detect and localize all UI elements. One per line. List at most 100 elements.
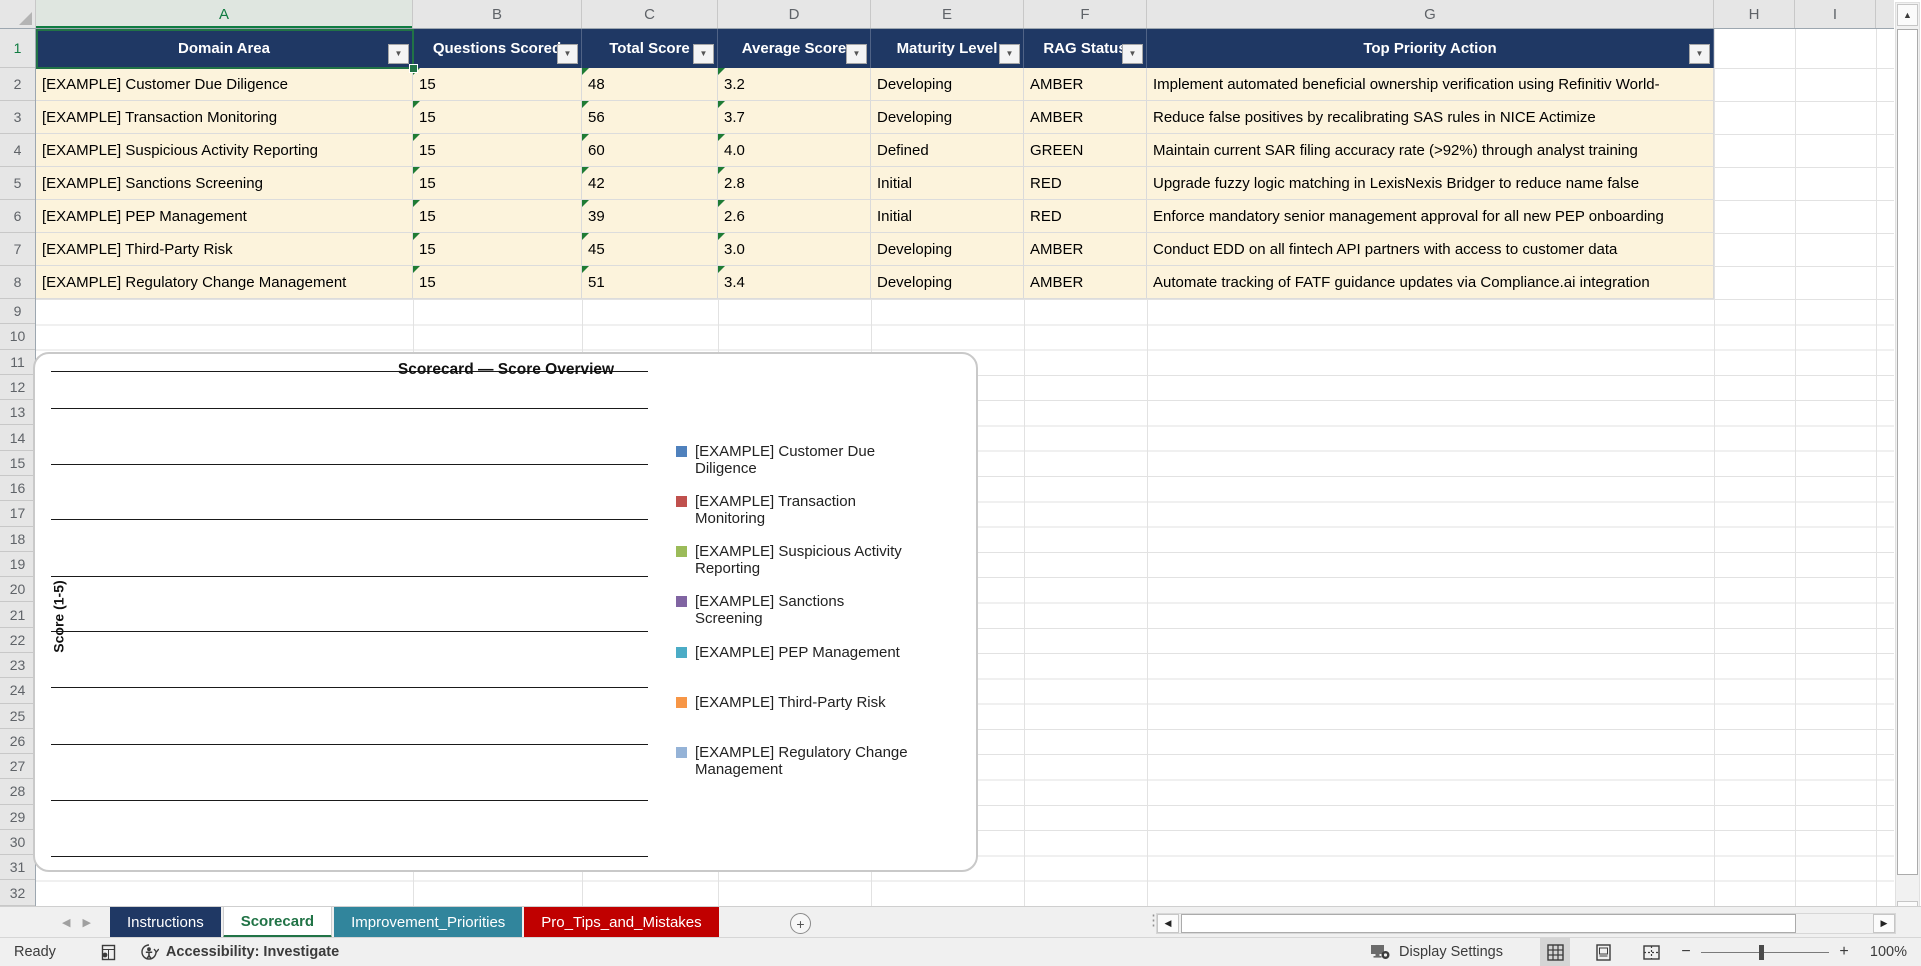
- cell-action[interactable]: Reduce false positives by recalibrating …: [1147, 101, 1714, 133]
- column-header-i[interactable]: I: [1795, 0, 1876, 28]
- tab-pro-tips-and-mistakes[interactable]: Pro_Tips_and_Mistakes: [524, 907, 719, 938]
- row-header-23[interactable]: 23: [0, 653, 35, 679]
- cell-questions[interactable]: 15: [413, 134, 582, 166]
- row-header-12[interactable]: 12: [0, 375, 35, 401]
- tab-scroll-right-icon[interactable]: [82, 916, 90, 929]
- zoom-in-button[interactable]: [1833, 943, 1855, 961]
- cell-rag[interactable]: AMBER: [1024, 266, 1147, 298]
- tab-scorecard[interactable]: Scorecard: [222, 907, 333, 938]
- filter-dropdown-icon[interactable]: [999, 44, 1020, 64]
- cell-average[interactable]: 3.0: [718, 233, 871, 265]
- cell-average[interactable]: 3.4: [718, 266, 871, 298]
- row-header-27[interactable]: 27: [0, 754, 35, 780]
- row-header-30[interactable]: 30: [0, 830, 35, 856]
- cell-questions[interactable]: 15: [413, 266, 582, 298]
- cell-maturity[interactable]: Developing: [871, 68, 1024, 100]
- column-header-g[interactable]: G: [1147, 0, 1714, 28]
- row-header-22[interactable]: 22: [0, 628, 35, 653]
- column-header-c[interactable]: C: [582, 0, 718, 28]
- cell-total[interactable]: 39: [582, 200, 718, 232]
- cell-domain[interactable]: [EXAMPLE] PEP Management: [36, 200, 413, 232]
- cell-total[interactable]: 42: [582, 167, 718, 199]
- scroll-left-icon[interactable]: [1157, 914, 1179, 933]
- cell-maturity[interactable]: Defined: [871, 134, 1024, 166]
- row-header-21[interactable]: 21: [0, 602, 35, 628]
- header-cell-maturity-level[interactable]: Maturity Level: [871, 29, 1024, 68]
- cell-average[interactable]: 4.0: [718, 134, 871, 166]
- row-header-24[interactable]: 24: [0, 678, 35, 704]
- filter-dropdown-icon[interactable]: [1689, 44, 1710, 64]
- legend-item[interactable]: [EXAMPLE] Transaction Monitoring: [676, 493, 911, 527]
- cell-average[interactable]: 3.2: [718, 68, 871, 100]
- legend-item[interactable]: [EXAMPLE] Customer Due Diligence: [676, 443, 911, 477]
- cell-total[interactable]: 51: [582, 266, 718, 298]
- tab-scroll-left-icon[interactable]: [62, 916, 70, 929]
- row-header-15[interactable]: 15: [0, 451, 35, 476]
- row-header-32[interactable]: 32: [0, 880, 35, 906]
- header-cell-questions-scored[interactable]: Questions Scored: [413, 29, 582, 68]
- filter-dropdown-icon[interactable]: [846, 44, 867, 64]
- cell-average[interactable]: 2.6: [718, 200, 871, 232]
- row-header-26[interactable]: 26: [0, 729, 35, 755]
- filter-dropdown-icon[interactable]: [693, 44, 714, 64]
- fill-handle[interactable]: [409, 64, 418, 73]
- row-header-7[interactable]: 7: [0, 233, 35, 266]
- normal-view-button[interactable]: [1540, 938, 1570, 966]
- cell-domain[interactable]: [EXAMPLE] Customer Due Diligence: [36, 68, 413, 100]
- cell-average[interactable]: 2.8: [718, 167, 871, 199]
- row-header-4[interactable]: 4: [0, 134, 35, 167]
- scroll-right-icon[interactable]: [1873, 914, 1895, 933]
- row-header-10[interactable]: 10: [0, 324, 35, 350]
- cell-rag[interactable]: AMBER: [1024, 68, 1147, 100]
- row-header-28[interactable]: 28: [0, 779, 35, 805]
- cell-domain[interactable]: [EXAMPLE] Suspicious Activity Reporting: [36, 134, 413, 166]
- row-header-5[interactable]: 5: [0, 167, 35, 200]
- accessibility-status[interactable]: Accessibility: Investigate: [139, 943, 339, 961]
- cell-questions[interactable]: 15: [413, 101, 582, 133]
- column-header-partial[interactable]: [1876, 0, 1894, 28]
- tab-instructions[interactable]: Instructions: [110, 907, 221, 938]
- display-settings-button[interactable]: Display Settings: [1370, 943, 1503, 961]
- cell-rag[interactable]: AMBER: [1024, 101, 1147, 133]
- legend-item[interactable]: [EXAMPLE] Suspicious Activity Reporting: [676, 543, 911, 577]
- cell-maturity[interactable]: Initial: [871, 167, 1024, 199]
- header-cell-top-priority-action[interactable]: Top Priority Action: [1147, 29, 1714, 68]
- cell-maturity[interactable]: Developing: [871, 266, 1024, 298]
- scroll-up-icon[interactable]: [1897, 4, 1918, 26]
- row-header-11[interactable]: 11: [0, 350, 35, 375]
- column-header-a[interactable]: A: [36, 0, 413, 28]
- zoom-slider[interactable]: [1701, 938, 1829, 966]
- row-header-8[interactable]: 8: [0, 266, 35, 299]
- column-header-h[interactable]: H: [1714, 0, 1795, 28]
- legend-item[interactable]: [EXAMPLE] Sanctions Screening: [676, 593, 911, 627]
- legend-item[interactable]: [EXAMPLE] PEP Management: [676, 644, 911, 661]
- row-header-18[interactable]: 18: [0, 527, 35, 552]
- row-header-29[interactable]: 29: [0, 805, 35, 830]
- cell-action[interactable]: Maintain current SAR filing accuracy rat…: [1147, 134, 1714, 166]
- score-overview-chart[interactable]: Scorecard — Score Overview Score (1-5) […: [33, 352, 978, 872]
- horizontal-scrollbar-thumb[interactable]: [1181, 914, 1796, 933]
- zoom-out-button[interactable]: [1675, 943, 1697, 961]
- cell-domain[interactable]: [EXAMPLE] Transaction Monitoring: [36, 101, 413, 133]
- cell-action[interactable]: Upgrade fuzzy logic matching in LexisNex…: [1147, 167, 1714, 199]
- tab-improvement-priorities[interactable]: Improvement_Priorities: [334, 907, 523, 938]
- cell-domain[interactable]: [EXAMPLE] Regulatory Change Management: [36, 266, 413, 298]
- row-header-13[interactable]: 13: [0, 400, 35, 426]
- row-header-9[interactable]: 9: [0, 299, 35, 325]
- header-cell-domain-area[interactable]: Domain Area: [36, 29, 413, 68]
- cell-questions[interactable]: 15: [413, 68, 582, 100]
- column-header-e[interactable]: E: [871, 0, 1024, 28]
- cell-maturity[interactable]: Developing: [871, 101, 1024, 133]
- filter-dropdown-icon[interactable]: [388, 44, 409, 64]
- row-header-20[interactable]: 20: [0, 577, 35, 603]
- macro-record-icon[interactable]: [100, 944, 117, 961]
- row-header-1[interactable]: 1: [0, 29, 35, 68]
- cell-questions[interactable]: 15: [413, 167, 582, 199]
- cell-questions[interactable]: 15: [413, 200, 582, 232]
- row-header-16[interactable]: 16: [0, 476, 35, 502]
- row-header-19[interactable]: 19: [0, 552, 35, 578]
- cell-total[interactable]: 56: [582, 101, 718, 133]
- column-header-f[interactable]: F: [1024, 0, 1147, 28]
- legend-item[interactable]: [EXAMPLE] Third-Party Risk: [676, 694, 911, 711]
- row-header-17[interactable]: 17: [0, 501, 35, 527]
